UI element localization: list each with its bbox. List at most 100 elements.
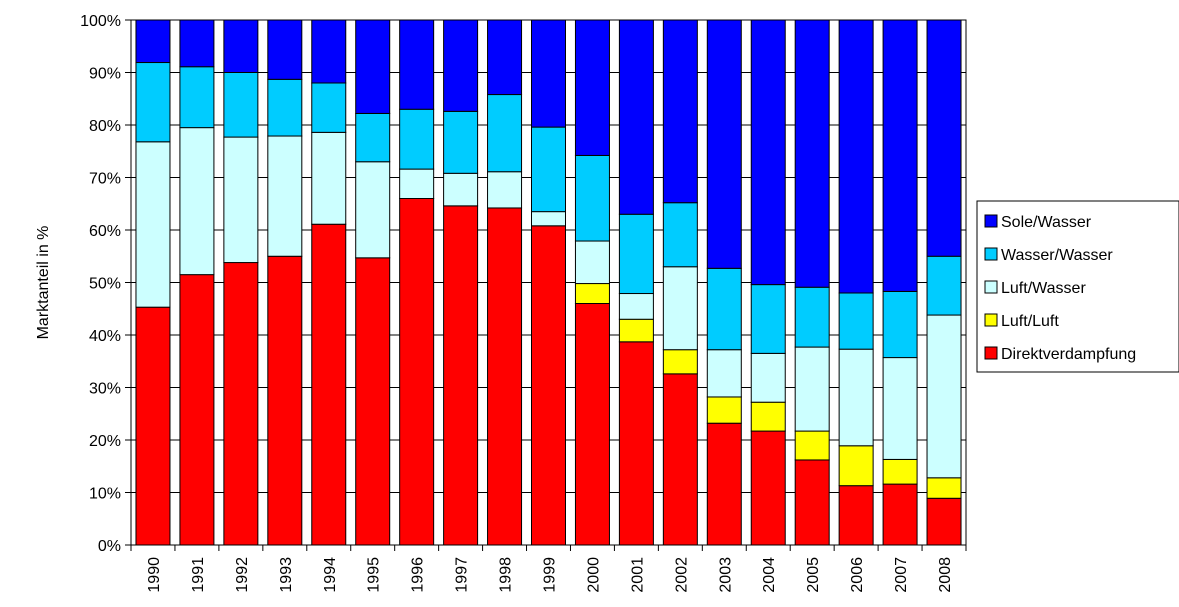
bar-segment bbox=[662, 266, 698, 351]
bar-segment bbox=[882, 290, 918, 359]
bar-segment bbox=[311, 131, 347, 225]
x-tick-label: 1995 bbox=[366, 557, 383, 593]
bar-segment bbox=[882, 357, 918, 460]
bar-segment bbox=[223, 72, 259, 138]
bar-segment bbox=[662, 19, 698, 204]
x-tick-label: 1994 bbox=[322, 557, 339, 593]
y-axis-title: Marktanteil in % bbox=[35, 226, 52, 340]
plot-frame bbox=[130, 19, 967, 546]
bar-segment bbox=[618, 293, 654, 320]
bar-segment bbox=[135, 141, 171, 308]
bar-segment bbox=[223, 262, 259, 546]
y-tick-label: 0% bbox=[98, 538, 121, 555]
bar-segment bbox=[179, 66, 215, 129]
bar-segment bbox=[838, 348, 874, 447]
x-tick-label: 1993 bbox=[278, 557, 295, 593]
bar-segment bbox=[267, 255, 303, 546]
bar-segment bbox=[223, 19, 259, 73]
bar-segment bbox=[443, 172, 479, 207]
bar-segment bbox=[487, 207, 523, 546]
legend-label: Direktverdampfung bbox=[1001, 346, 1136, 363]
legend-swatch bbox=[984, 214, 998, 228]
bar-segment bbox=[794, 286, 830, 348]
bar-segment bbox=[662, 373, 698, 546]
bar-segment bbox=[179, 127, 215, 276]
x-tick-label: 1996 bbox=[410, 557, 427, 593]
bar-segment bbox=[618, 213, 654, 295]
bar-segment bbox=[574, 303, 610, 546]
bar-segment bbox=[926, 255, 962, 316]
x-tick-label: 2002 bbox=[673, 557, 690, 593]
bar-segment bbox=[179, 19, 215, 68]
bar-segment bbox=[750, 430, 786, 546]
bar-segment bbox=[267, 19, 303, 80]
bar-segment bbox=[706, 422, 742, 546]
bar-segment bbox=[311, 223, 347, 546]
x-tick-label: 2007 bbox=[893, 557, 910, 593]
bar-segment bbox=[399, 19, 435, 110]
bar-segment bbox=[882, 483, 918, 546]
bar-segment bbox=[926, 497, 962, 546]
y-tick-label: 50% bbox=[89, 276, 121, 293]
legend-swatch bbox=[984, 280, 998, 294]
bar-segment bbox=[267, 78, 303, 137]
bar-segment bbox=[399, 168, 435, 200]
x-tick-label: 1997 bbox=[454, 557, 471, 593]
bar-series bbox=[135, 19, 962, 546]
bar-segment bbox=[574, 154, 610, 242]
bar-segment bbox=[662, 202, 698, 268]
bar-segment bbox=[487, 171, 523, 209]
y-tick-label: 40% bbox=[89, 328, 121, 345]
legend-label: Wasser/Wasser bbox=[1001, 247, 1113, 264]
x-tick-label: 1998 bbox=[498, 557, 515, 593]
y-tick-label: 60% bbox=[89, 223, 121, 240]
bar-segment bbox=[311, 82, 347, 133]
x-tick-label: 1992 bbox=[234, 557, 251, 593]
legend-label: Sole/Wasser bbox=[1001, 214, 1092, 231]
y-tick-label: 30% bbox=[89, 381, 121, 398]
bar-segment bbox=[706, 396, 742, 424]
x-tick-label: 2004 bbox=[761, 557, 778, 593]
x-tick-label: 2005 bbox=[805, 557, 822, 593]
bar-segment bbox=[618, 341, 654, 546]
bar-segment bbox=[750, 19, 786, 286]
bar-segment bbox=[223, 136, 259, 264]
bar-segment bbox=[399, 108, 435, 170]
bar-segment bbox=[706, 19, 742, 269]
bar-segment bbox=[838, 19, 874, 294]
y-tick-label: 100% bbox=[80, 13, 121, 30]
bar-segment bbox=[618, 318, 654, 343]
bar-segment bbox=[750, 352, 786, 403]
bar-segment bbox=[926, 19, 962, 257]
bar-segment bbox=[135, 62, 171, 143]
bar-segment bbox=[355, 257, 391, 546]
bar-segment bbox=[355, 112, 391, 163]
bar-segment bbox=[531, 19, 566, 128]
x-tick-label: 2006 bbox=[849, 557, 866, 593]
bar-segment bbox=[838, 485, 874, 546]
bar-segment bbox=[531, 126, 566, 213]
bar-segment bbox=[443, 205, 479, 546]
bar-segment bbox=[662, 349, 698, 375]
legend-swatch bbox=[984, 313, 998, 327]
x-tick-label: 1991 bbox=[190, 557, 207, 593]
x-tick-label: 2003 bbox=[717, 557, 734, 593]
bar-segment bbox=[794, 19, 830, 288]
bar-segment bbox=[531, 225, 566, 546]
bar-segment bbox=[794, 459, 830, 546]
bar-segment bbox=[882, 19, 918, 292]
legend-label: Luft/Wasser bbox=[1001, 280, 1086, 297]
legend-swatch bbox=[984, 247, 998, 261]
x-tick-label: 2000 bbox=[585, 557, 602, 593]
x-tick-label: 1990 bbox=[146, 557, 163, 593]
legend-swatch bbox=[984, 346, 998, 360]
bar-segment bbox=[706, 267, 742, 351]
legend-label: Luft/Luft bbox=[1001, 313, 1059, 330]
y-tick-label: 90% bbox=[89, 66, 121, 83]
y-tick-label: 70% bbox=[89, 171, 121, 188]
bar-segment bbox=[794, 346, 830, 432]
bar-segment bbox=[355, 161, 391, 259]
y-tick-label: 10% bbox=[89, 486, 121, 503]
bar-segment bbox=[179, 274, 215, 546]
bar-segment bbox=[443, 19, 479, 112]
